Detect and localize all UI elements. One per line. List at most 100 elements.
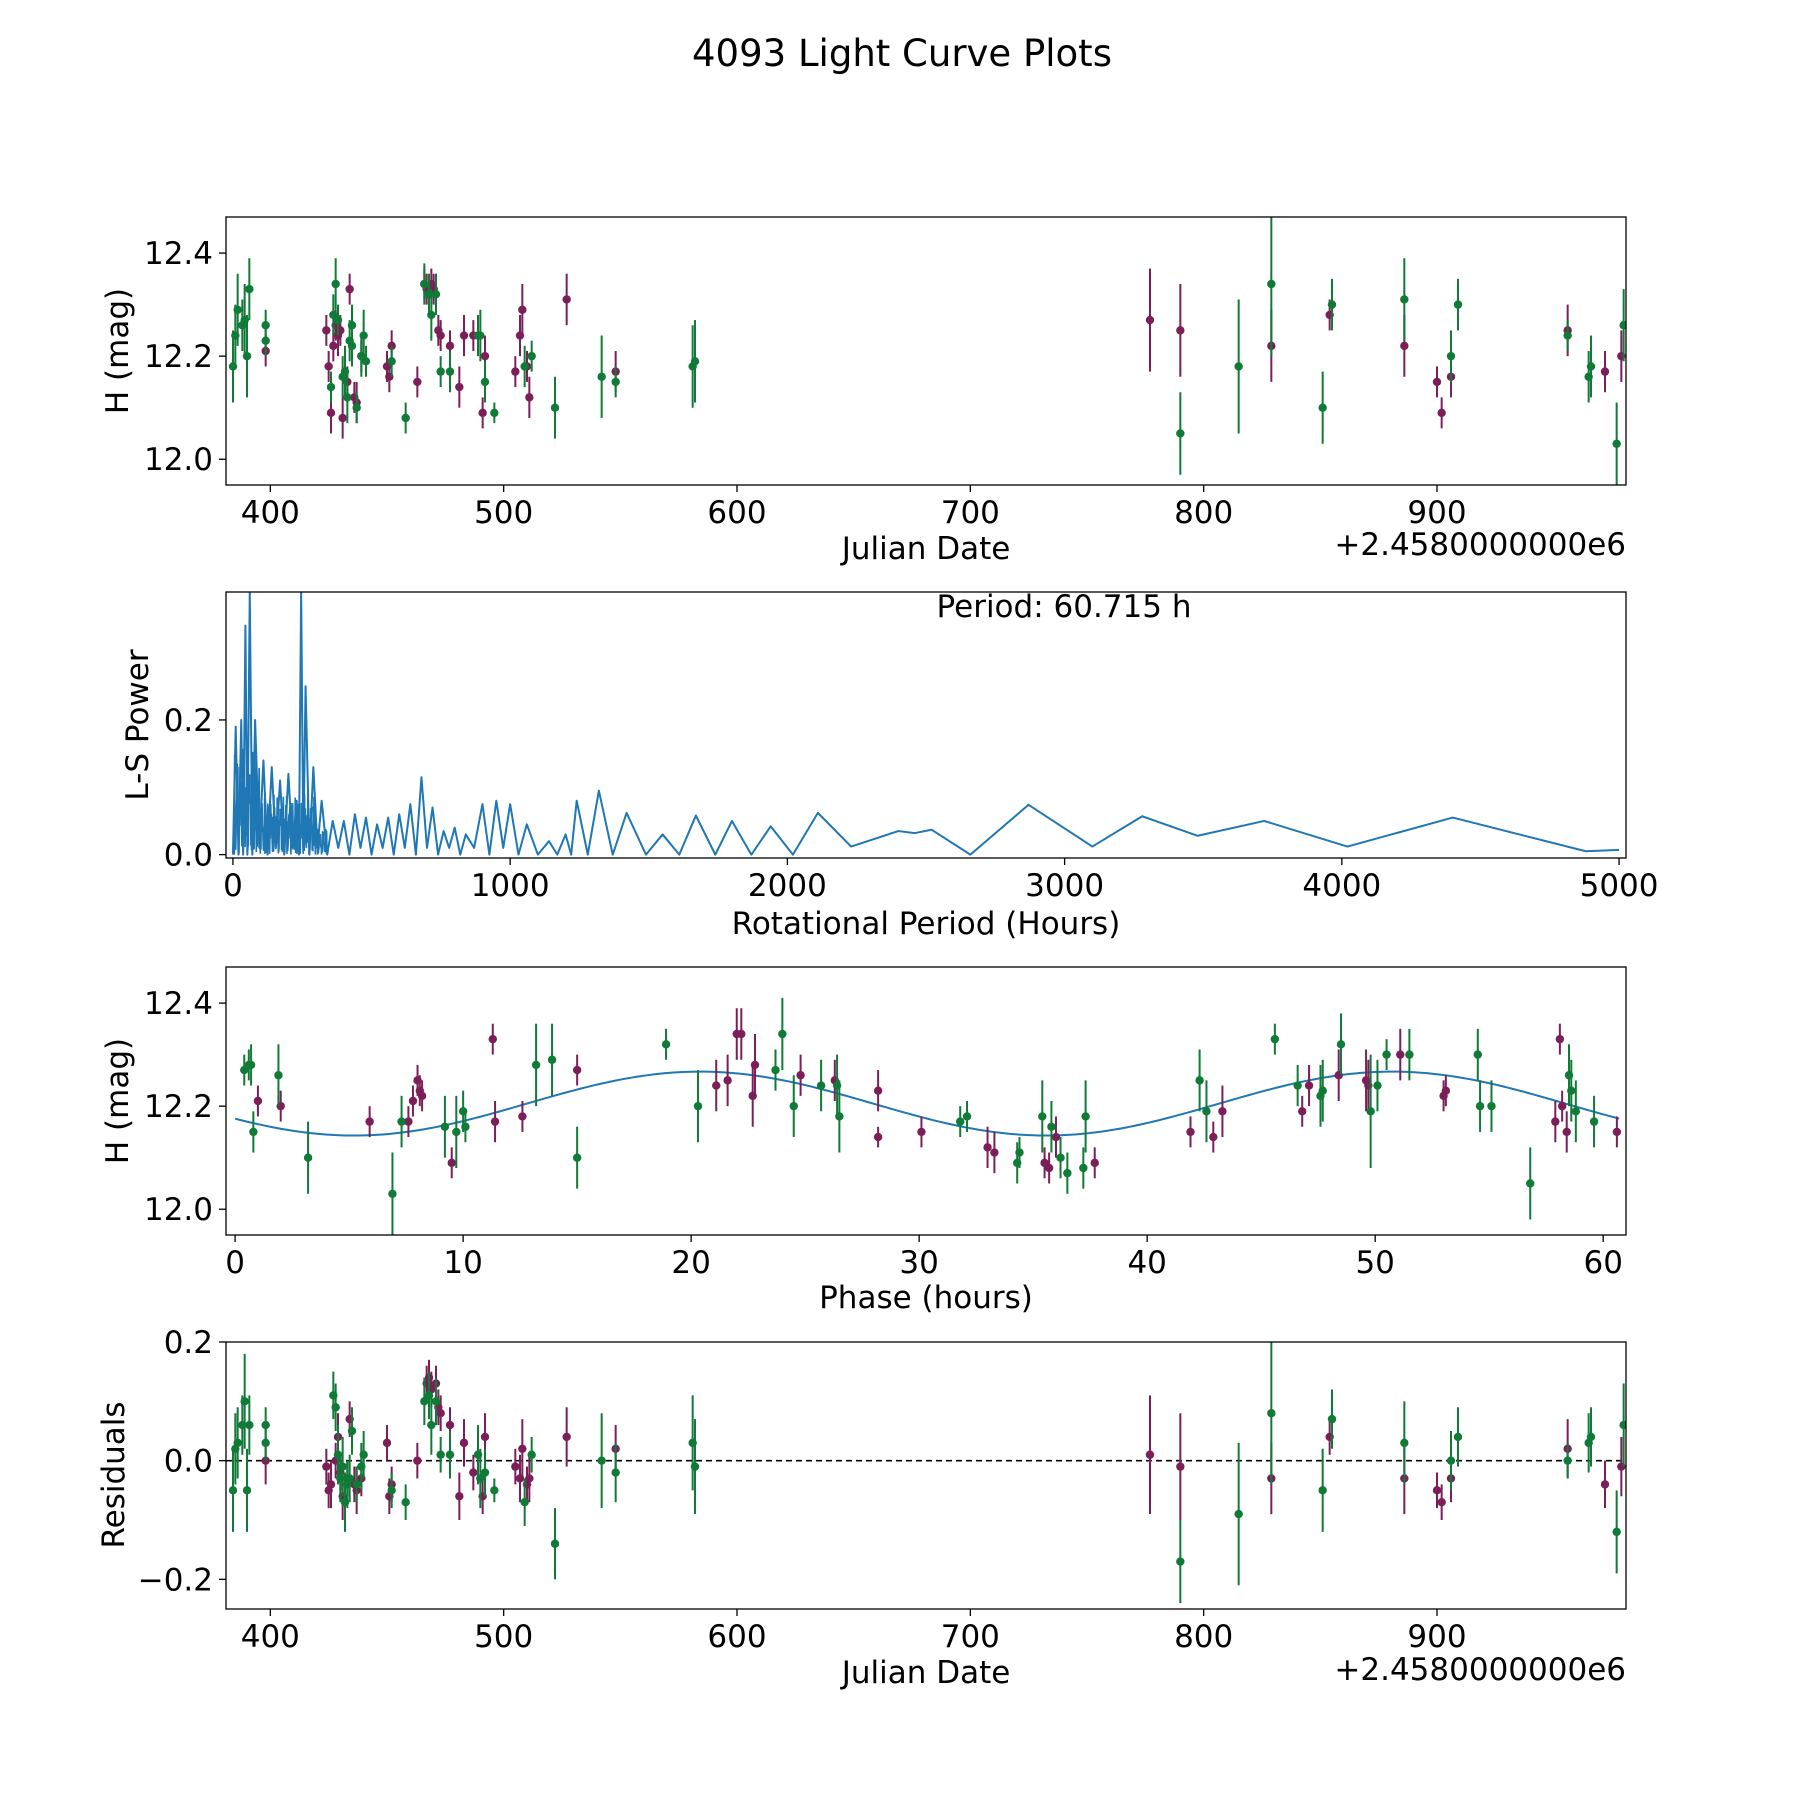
lightcurve-data-point [427,310,436,320]
lightcurve-data-point [1619,321,1626,330]
phased-data-point [1047,1122,1056,1131]
phased-data-point [723,1076,732,1085]
phased-data-point [1612,1127,1622,1137]
phased-data-point [1081,1112,1090,1121]
residuals-data-point [1176,1462,1185,1471]
residuals-data-point [1432,1486,1442,1495]
residuals-y-tick-label: 0.0 [164,1444,213,1480]
phased-data-point [408,1096,418,1106]
lightcurve-data-point [1432,377,1442,387]
residuals-data-point [1437,1498,1446,1507]
lightcurve-data-point [420,279,429,289]
lightcurve-x-tick-label: 400 [241,495,300,531]
periodogram-x-tick-label: 5000 [1580,868,1659,904]
lightcurve-y-tick-label: 12.0 [144,442,213,478]
residuals-data-point [1176,1557,1185,1566]
residuals-data-point [520,1498,529,1507]
residuals-data-point [1234,1509,1243,1519]
residuals-data-point [1600,1480,1610,1489]
lightcurve-data-point [387,341,396,351]
phased-data-point [873,1132,883,1142]
phased-data-point [1526,1179,1535,1188]
residuals-data-point [233,1438,242,1448]
residuals-data-point [242,1486,252,1495]
lightcurve-data-point [233,305,242,314]
phased-data-point [1567,1086,1576,1095]
lightcurve-data-point [445,367,455,376]
periodogram-axes-frame [225,591,1627,859]
residuals-data-point [511,1462,520,1471]
residuals-data-point [245,1420,254,1430]
lightcurve-data-point [387,357,396,366]
lightcurve-data-point [1400,295,1409,304]
phased-data-point [1557,1101,1567,1111]
residuals-data-point [1318,1486,1327,1495]
lightcurve-data-point [1446,351,1456,361]
lightcurve-data-point [1400,341,1409,351]
lightcurve-data-point [520,362,529,371]
phased-data-point [1195,1076,1204,1085]
residuals-data-point [690,1462,700,1471]
lightcurve-data-point [445,341,455,351]
lightcurve-data-point [347,341,357,351]
phased-data-point [956,1117,965,1126]
lightcurve-data-point [611,377,620,387]
phased-data-point [1473,1050,1482,1059]
lightcurve-data-point [436,331,445,340]
residuals-data-point [550,1539,560,1548]
residuals-data-point [445,1420,455,1430]
phased-data-point [1079,1163,1088,1173]
phased-data-point [1396,1050,1405,1059]
lightcurve-data-point [490,408,499,418]
phased-data-point [365,1117,374,1126]
phased-data-point [1555,1034,1565,1044]
residuals-data-point [480,1468,490,1477]
phased-data-point [253,1096,263,1106]
lightcurve-x-tick-label: 500 [474,495,533,531]
residuals-data-point [387,1486,396,1495]
lightcurve-x-tick-label: 600 [707,495,766,531]
lightcurve-data-point [1563,331,1572,340]
residuals-data-point [1563,1456,1572,1465]
phased-data-point [452,1127,461,1137]
residuals-data-point [527,1450,536,1459]
residuals-data-point [401,1498,410,1507]
lightcurve-data-point [476,331,485,340]
periodogram-x-label: Rotational Period (Hours) [732,906,1121,942]
lightcurve-data-point [690,357,700,366]
residuals-data-point [326,1480,336,1489]
residuals-data-point [352,1480,361,1489]
phased-data-point [962,1112,972,1121]
lightcurve-data-point [1612,439,1621,448]
residuals-data-point [525,1474,534,1483]
residuals-y-label: Residuals [96,1401,132,1548]
residuals-data-point [1327,1414,1337,1424]
periodogram-x-tick-label: 1000 [471,868,550,904]
phased-data-point [750,1060,760,1070]
lightcurve-data-point [455,382,464,392]
phased-data-point [693,1101,703,1111]
lightcurve-data-point [322,326,331,335]
lightcurve-ticks: 400 500 600 700 800 900 12.0 12.2 12.4 [144,236,1467,531]
phased-data-point [488,1034,497,1044]
residuals-data-point [331,1403,340,1412]
phased-data-point [397,1117,406,1126]
phased-ticks: 0 10 20 30 40 50 60 12.0 12.2 12.4 [144,986,1623,1281]
phased-data-point [461,1122,470,1131]
residuals-data-point [420,1397,429,1406]
residuals-y-tick-label: 0.2 [164,1325,213,1361]
lightcurve-data-point [326,382,336,392]
phased-data-point [274,1071,283,1080]
lightcurve-data-point [352,403,361,412]
lightcurve-y-tick-label: 12.4 [144,236,213,272]
residuals-axes-frame [225,1341,1627,1610]
phased-data-point [1571,1107,1581,1116]
phased-data-point [1318,1086,1327,1095]
residuals-data-point [240,1397,249,1406]
lightcurve-data-point [1600,367,1610,376]
lightcurve-data-point [324,362,333,371]
phased-data-point [246,1060,256,1070]
phased-data-point [1336,1040,1346,1049]
